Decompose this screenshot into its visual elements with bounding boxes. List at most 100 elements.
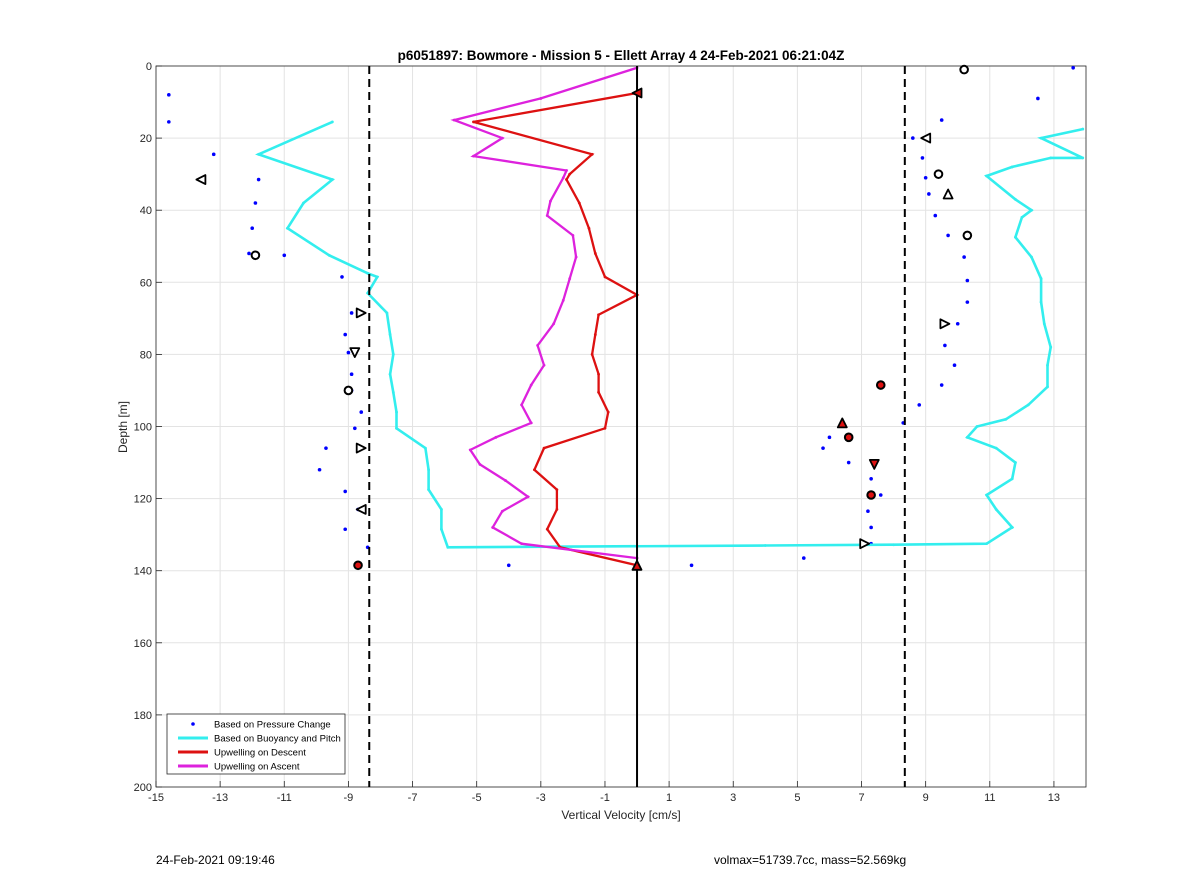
pressure-dot (827, 435, 832, 440)
series-point (606, 410, 610, 414)
round-marker (353, 560, 363, 571)
series-point (395, 426, 398, 430)
pressure-dot (1036, 96, 1040, 101)
pressure-dot (324, 446, 328, 450)
series-point (1026, 403, 1030, 407)
series-3 (450, 66, 639, 560)
series-point (549, 199, 552, 203)
series-layer (167, 66, 1085, 568)
series-point (571, 234, 575, 237)
y-tick-label: 200 (134, 782, 152, 794)
pressure-dot (167, 93, 171, 97)
pressure-dot (955, 321, 960, 326)
series-point (593, 252, 597, 255)
series-point (478, 462, 482, 466)
y-tick-label: 180 (134, 710, 152, 722)
pressure-dot (801, 556, 806, 560)
series-point (587, 226, 591, 230)
pressure-dot (911, 136, 915, 140)
footer-volmax-mass: volmax=51739.7cc, mass=52.569kg (714, 853, 907, 867)
footer-timestamp: 24-Feb-2021 09:19:46 (156, 853, 275, 867)
pressure-dot (952, 363, 957, 368)
pressure-dot (1071, 66, 1075, 70)
series-2 (472, 91, 640, 567)
pressure-dot (346, 350, 351, 355)
pressure-dot (317, 467, 322, 472)
pressure-dot (939, 383, 944, 387)
series-point (375, 275, 379, 279)
series-point (1042, 322, 1046, 326)
round-marker (875, 380, 886, 390)
x-tick-label: -5 (472, 792, 482, 804)
series-point (427, 488, 430, 491)
series-point (388, 333, 392, 336)
pressure-dot (349, 311, 354, 315)
series-point (994, 446, 998, 450)
series-point (1014, 235, 1017, 239)
pressure-dot (359, 410, 364, 414)
series-point (1014, 197, 1017, 201)
round-marker (250, 250, 261, 261)
series-point (1081, 127, 1085, 131)
pressure-dot (846, 460, 851, 465)
series-point (1010, 165, 1014, 169)
chart-title: p6051897: Bowmore - Mission 5 - Ellett A… (398, 48, 845, 63)
series-point (577, 201, 581, 205)
series-point (568, 277, 572, 281)
round-marker (959, 64, 969, 75)
series-point (1039, 277, 1043, 281)
x-tick-label: -7 (408, 792, 418, 804)
series-point (1010, 526, 1014, 529)
series-point (440, 508, 443, 511)
series-point (529, 421, 533, 425)
y-axis-label: Depth [m] (116, 401, 130, 453)
series-point (568, 172, 572, 176)
series-point (597, 313, 600, 317)
series-point (494, 435, 498, 439)
x-tick-label: -9 (344, 792, 354, 804)
axis-ticks: -15 -13 -11 -9 -7 -5 -3 -1 1 3 5 7 9 11 13020406080100… (134, 61, 1060, 804)
triangle-marker (836, 417, 848, 429)
series-point (1046, 363, 1049, 367)
x-tick-label: -3 (536, 792, 546, 804)
series-line (473, 91, 640, 567)
grid (155, 65, 1086, 788)
round-marker (933, 169, 944, 179)
pressure-dot (253, 201, 258, 205)
series-point (526, 495, 530, 499)
pressure-dot (962, 255, 966, 259)
series-point (452, 118, 456, 122)
series-point (472, 120, 475, 124)
triangle-marker (355, 503, 367, 515)
pressure-dot (946, 233, 950, 238)
series-point (561, 176, 565, 180)
series-point (1049, 156, 1053, 160)
legend-entry: Based on Pressure Change (191, 720, 331, 731)
series-0 (167, 66, 1075, 568)
pressure-dot (943, 343, 947, 348)
y-tick-label: 60 (140, 277, 152, 289)
series-point (1014, 461, 1017, 464)
series-point (472, 154, 475, 158)
series-line (255, 120, 1084, 549)
series-point (593, 333, 597, 336)
pressure-dot (211, 152, 216, 157)
y-tick-label: 40 (140, 205, 152, 217)
series-1 (255, 120, 1085, 549)
series-point (603, 426, 607, 430)
pressure-dot (250, 226, 255, 231)
reference-lines (368, 66, 906, 787)
pressure-dot (340, 275, 344, 279)
triangle-marker (920, 132, 932, 144)
y-tick-label: 100 (134, 422, 152, 434)
triangle-marker (355, 442, 367, 454)
series-point (892, 543, 895, 547)
series-point (545, 214, 549, 218)
pressure-dot (923, 175, 928, 180)
series-point (286, 226, 289, 230)
series-point (597, 372, 600, 376)
series-line (450, 66, 638, 560)
x-tick-label: -1 (600, 792, 610, 804)
triangle-marker (631, 559, 643, 571)
